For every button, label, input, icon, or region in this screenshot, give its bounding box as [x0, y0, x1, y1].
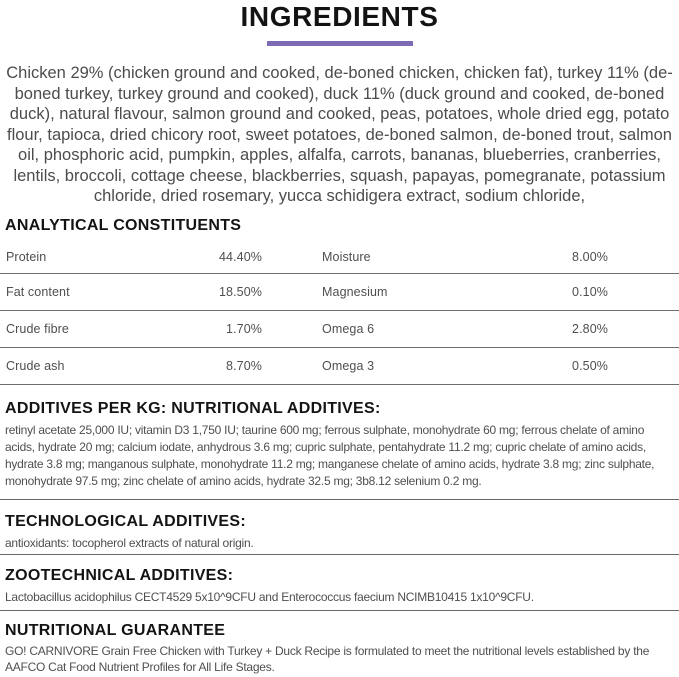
section-divider [0, 609, 679, 611]
analytical-value: 44.40% [219, 249, 262, 264]
analytical-value: 0.50% [572, 358, 608, 373]
analytical-value: 1.70% [226, 321, 262, 336]
analytical-label: Omega 3 [322, 358, 375, 373]
analytical-label: Magnesium [322, 284, 388, 299]
section-divider [0, 498, 679, 500]
zootechnical-additives-heading: ZOOTECHNICAL ADDITIVES: [5, 566, 234, 584]
nutritional-additives-heading: ADDITIVES PER KG: NUTRITIONAL ADDITIVES: [5, 399, 381, 417]
table-row-fibre-omega6: Crude fibre 1.70% Omega 6 2.80% [0, 311, 679, 348]
analytical-label: Omega 6 [322, 321, 375, 336]
analytical-constituents-heading: ANALYTICAL CONSTITUENTS [5, 216, 242, 234]
analytical-value: 2.80% [572, 321, 608, 336]
accent-bar [266, 41, 413, 46]
analytical-value: 8.00% [572, 249, 608, 264]
analytical-constituents-table: Protein 44.40% Moisture 8.00% Fat conten… [0, 241, 679, 385]
zootechnical-additives-text: Lactobacillus acidophilus CECT4529 5x10^… [5, 589, 534, 604]
nutritional-guarantee-heading: NUTRITIONAL GUARANTEE [5, 621, 226, 639]
page-title: INGREDIENTS [240, 1, 439, 32]
analytical-value: 8.70% [226, 358, 262, 373]
analytical-label: Crude ash [6, 358, 65, 373]
technological-additives-heading: TECHNOLOGICAL ADDITIVES: [5, 512, 246, 530]
ingredients-paragraph: Chicken 29% (chicken ground and cooked, … [6, 64, 673, 205]
analytical-value: 0.10% [572, 284, 608, 299]
table-row-ash-omega3: Crude ash 8.70% Omega 3 0.50% [0, 348, 679, 385]
table-row-protein-moisture: Protein 44.40% Moisture 8.00% [0, 241, 679, 274]
analytical-value: 18.50% [219, 284, 262, 299]
section-divider [0, 553, 679, 555]
analytical-label: Moisture [322, 249, 371, 264]
analytical-label: Crude fibre [6, 321, 69, 336]
analytical-label: Fat content [6, 284, 70, 299]
table-row-fat-magnesium: Fat content 18.50% Magnesium 0.10% [0, 274, 679, 311]
analytical-label: Protein [6, 249, 47, 264]
nutritional-additives-text: retinyl acetate 25,000 IU; vitamin D3 1,… [5, 422, 655, 488]
technological-additives-text: antioxidants: tocopherol extracts of nat… [5, 535, 254, 550]
nutritional-guarantee-text: GO! CARNIVORE Grain Free Chicken with Tu… [5, 643, 650, 675]
